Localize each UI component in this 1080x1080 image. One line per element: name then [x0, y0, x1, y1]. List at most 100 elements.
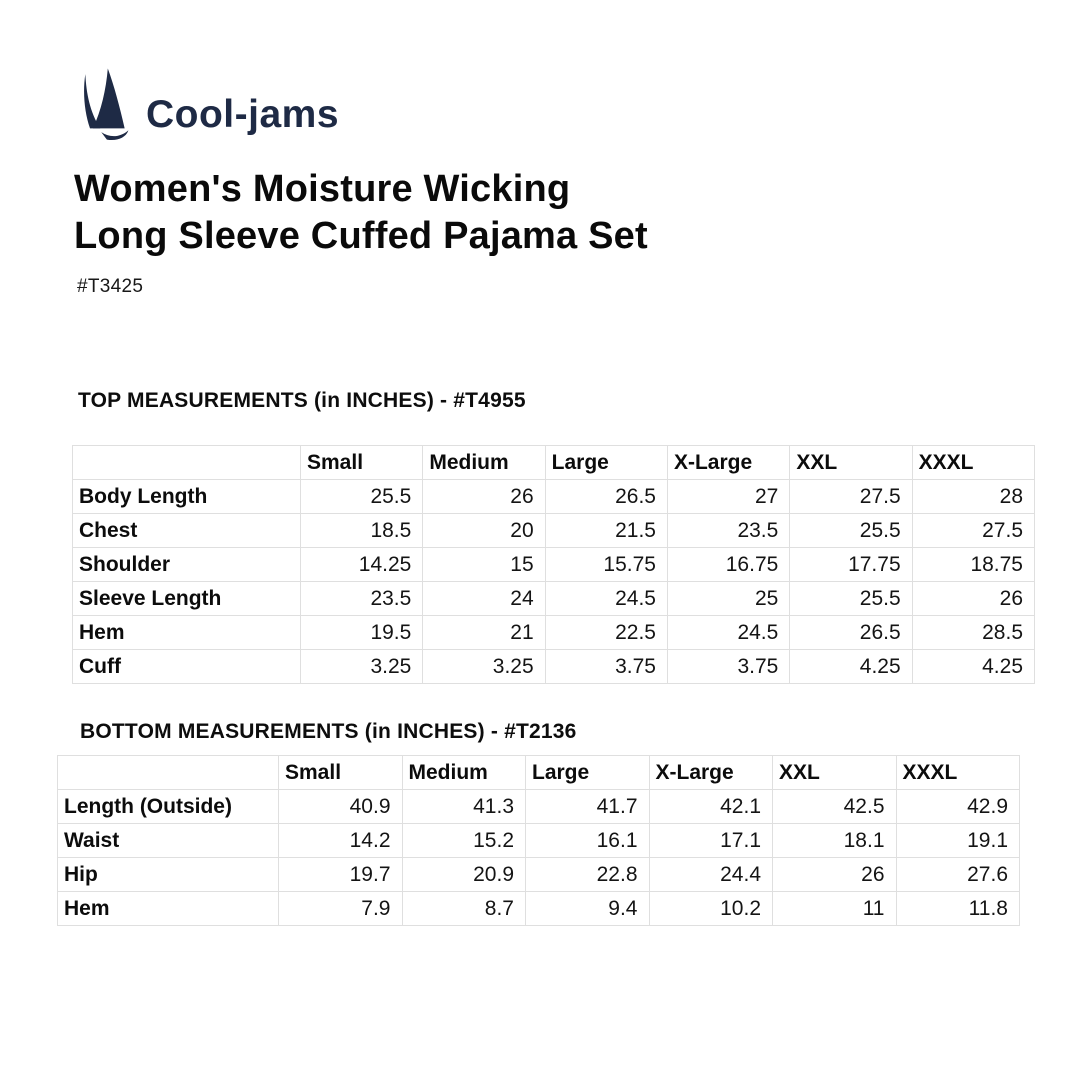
measurement-value-cell: 11: [772, 891, 897, 926]
measurement-value-cell: 24.5: [666, 615, 791, 650]
measurement-value-cell: 22.8: [525, 857, 650, 892]
measurement-value-cell: 19.5: [299, 615, 424, 650]
measurement-value-cell: 24.5: [544, 581, 668, 616]
measurement-value-cell: 14.2: [278, 823, 403, 858]
sailboat-icon: [84, 68, 129, 141]
measurement-value-cell: 26.5: [789, 615, 913, 650]
measurement-value-cell: 42.5: [772, 789, 897, 824]
measurement-value-cell: 27.5: [789, 479, 913, 514]
size-column-header: X-Large: [648, 755, 773, 790]
measurement-value-cell: 3.25: [422, 649, 546, 684]
measurement-value-cell: 15.2: [401, 823, 526, 858]
measurement-value-cell: 28: [911, 479, 1036, 514]
measurement-row: Chest 18.5 20 21.5 23.5 25.5 27.5: [72, 513, 1036, 548]
size-column-header: Small: [299, 445, 424, 480]
measurement-row: Hem 19.5 21 22.5 24.5 26.5 28.5: [72, 615, 1036, 650]
measurement-value-cell: 15.75: [544, 547, 668, 582]
measurement-value-cell: 9.4: [525, 891, 650, 926]
measurement-row: Hem 7.9 8.7 9.4 10.2 11 11.8: [57, 891, 1020, 926]
measurement-value-cell: 25.5: [299, 479, 424, 514]
bottom-measurements-title: BOTTOM MEASUREMENTS (in INCHES) - #T2136: [80, 720, 577, 743]
measurement-value-cell: 26: [422, 479, 546, 514]
measurement-row: Cuff 3.25 3.25 3.75 3.75 4.25 4.25: [72, 649, 1036, 684]
measurement-value-cell: 3.25: [299, 649, 424, 684]
measurement-value-cell: 24.4: [648, 857, 773, 892]
measurement-row-label: Length (Outside): [57, 789, 279, 824]
size-column-header: XXXL: [895, 755, 1020, 790]
product-sku: #T3425: [77, 276, 144, 297]
measurement-value-cell: 28.5: [911, 615, 1036, 650]
measurement-value-cell: 21.5: [544, 513, 668, 548]
measurement-value-cell: 19.1: [895, 823, 1020, 858]
measurement-value-cell: 18.1: [772, 823, 897, 858]
measurement-value-cell: 25: [666, 581, 791, 616]
size-column-header: XXL: [789, 445, 913, 480]
measurement-value-cell: 40.9: [278, 789, 403, 824]
top-measurements-title: TOP MEASUREMENTS (in INCHES) - #T4955: [78, 389, 526, 412]
product-title: Women's Moisture Wicking Long Sleeve Cuf…: [74, 166, 648, 259]
measurement-value-cell: 20.9: [401, 857, 526, 892]
measurement-row-label: Waist: [57, 823, 279, 858]
measurement-value-cell: 20: [422, 513, 546, 548]
measurement-value-cell: 11.8: [895, 891, 1020, 926]
measurement-value-cell: 16.1: [525, 823, 650, 858]
measurement-row-label: Sleeve Length: [72, 581, 301, 616]
measurement-row: Sleeve Length 23.5 24 24.5 25 25.5 26: [72, 581, 1036, 616]
size-header-row: Small Medium Large X-Large XXL XXXL: [72, 445, 1036, 480]
size-column-header: X-Large: [666, 445, 791, 480]
measurement-value-cell: 10.2: [648, 891, 773, 926]
measurement-value-cell: 23.5: [666, 513, 791, 548]
measurement-row-label: Chest: [72, 513, 301, 548]
size-column-header: XXL: [772, 755, 897, 790]
measurement-row-label: Hem: [72, 615, 301, 650]
measurement-value-cell: 8.7: [401, 891, 526, 926]
measurement-value-cell: 19.7: [278, 857, 403, 892]
measurement-value-cell: 26: [911, 581, 1036, 616]
product-title-line1: Women's Moisture Wicking: [74, 168, 571, 210]
measurement-value-cell: 4.25: [911, 649, 1036, 684]
size-column-header: Medium: [422, 445, 546, 480]
measurement-row-label: Hip: [57, 857, 279, 892]
product-title-line2: Long Sleeve Cuffed Pajama Set: [74, 214, 648, 257]
measurement-value-cell: 14.25: [299, 547, 424, 582]
top-measurements-table: Small Medium Large X-Large XXL XXXL Body Lengt…: [72, 445, 1036, 684]
measurement-row-label: Body Length: [72, 479, 301, 514]
measurement-value-cell: 24: [422, 581, 546, 616]
size-column-header: XXXL: [911, 445, 1036, 480]
measurement-value-cell: 18.5: [299, 513, 424, 548]
measurement-value-cell: 3.75: [544, 649, 668, 684]
measurement-value-cell: 17.1: [648, 823, 773, 858]
brand-logo: Cool-jams: [76, 66, 339, 144]
measurement-value-cell: 15: [422, 547, 546, 582]
measurement-value-cell: 3.75: [666, 649, 791, 684]
measurement-value-cell: 41.7: [525, 789, 650, 824]
measurement-row: Body Length 25.5 26 26.5 27 27.5 28: [72, 479, 1036, 514]
measurement-row: Length (Outside) 40.9 41.3 41.7 42.1 42.5 42.9: [57, 789, 1020, 824]
measurement-row: Waist 14.2 15.2 16.1 17.1 18.1 19.1: [57, 823, 1020, 858]
measurement-value-cell: 17.75: [789, 547, 913, 582]
bottom-measurements-table: Small Medium Large X-Large XXL XXXL Length (Ou…: [57, 755, 1020, 926]
measurement-value-cell: 4.25: [789, 649, 913, 684]
measurement-row-label: Cuff: [72, 649, 301, 684]
corner-cell: [72, 445, 301, 480]
brand-name: Cool-jams: [146, 93, 340, 136]
measurement-value-cell: 23.5: [299, 581, 424, 616]
measurement-value-cell: 42.9: [895, 789, 1020, 824]
measurement-row-label: Hem: [57, 891, 279, 926]
measurement-value-cell: 27: [666, 479, 791, 514]
measurement-value-cell: 21: [422, 615, 546, 650]
size-header-row: Small Medium Large X-Large XXL XXXL: [57, 755, 1020, 790]
measurement-value-cell: 22.5: [544, 615, 668, 650]
measurement-row: Hip 19.7 20.9 22.8 24.4 26 27.6: [57, 857, 1020, 892]
size-column-header: Small: [278, 755, 403, 790]
measurement-value-cell: 16.75: [666, 547, 791, 582]
corner-cell: [57, 755, 279, 790]
measurement-value-cell: 41.3: [401, 789, 526, 824]
measurement-row-label: Shoulder: [72, 547, 301, 582]
measurement-value-cell: 25.5: [789, 581, 913, 616]
measurement-value-cell: 7.9: [278, 891, 403, 926]
size-column-header: Large: [544, 445, 668, 480]
measurement-value-cell: 27.5: [911, 513, 1036, 548]
measurement-value-cell: 42.1: [648, 789, 773, 824]
